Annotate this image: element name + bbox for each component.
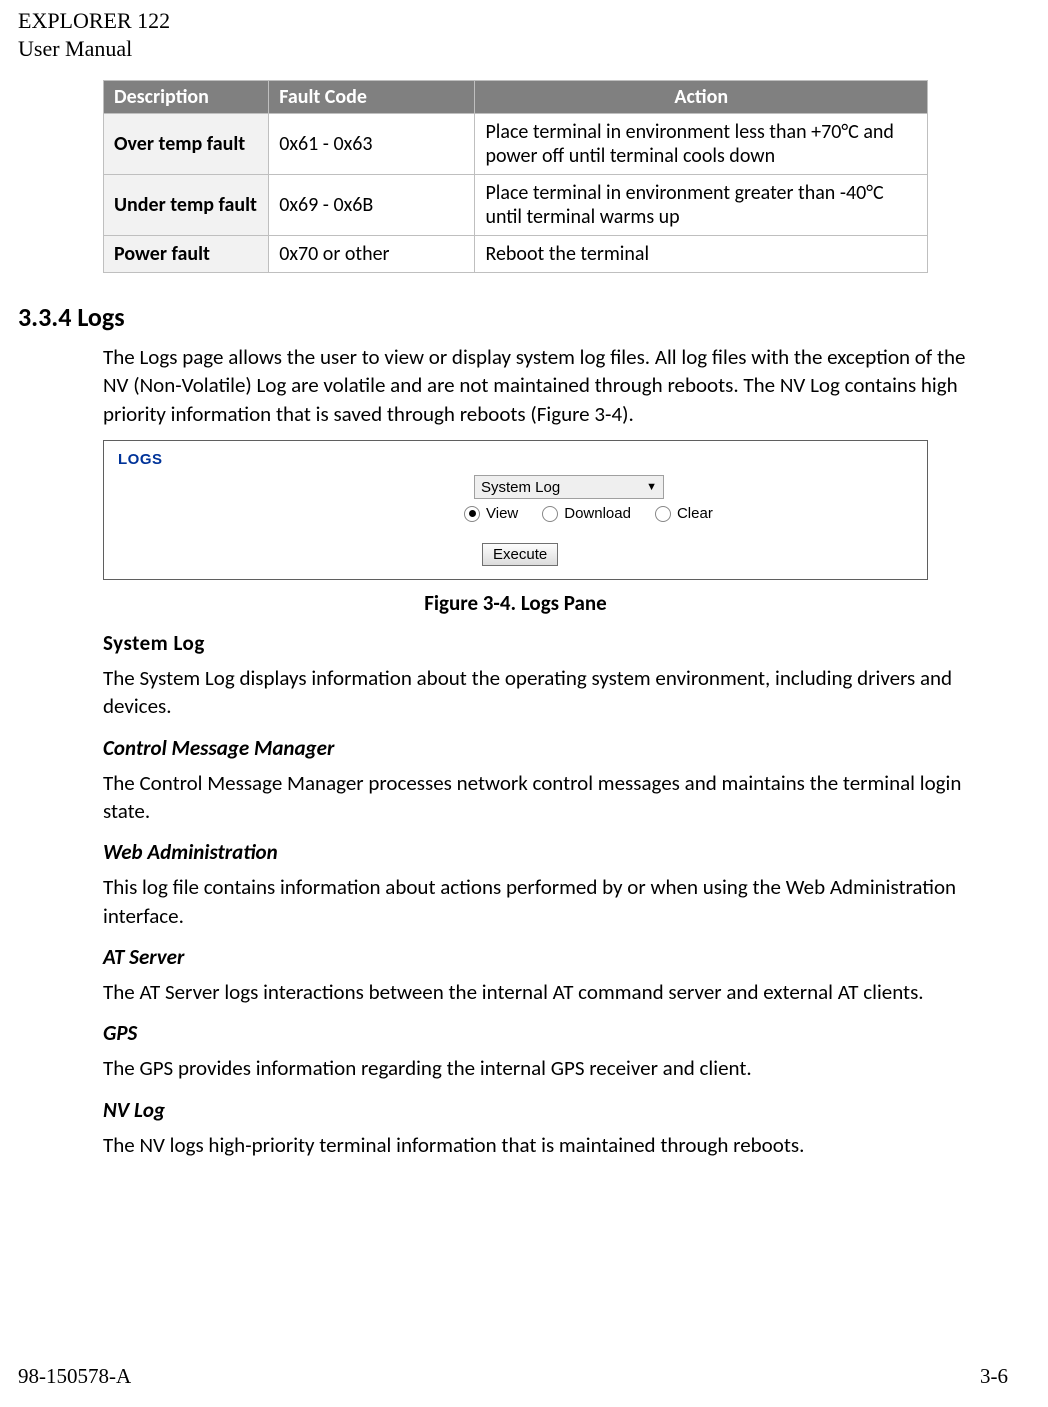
fault-table: Description Fault Code Action Over temp … (103, 80, 928, 273)
col-fault-code: Fault Code (269, 81, 475, 114)
radio-download-label: Download (564, 505, 631, 522)
cell-desc: Over temp fault (104, 114, 269, 175)
cell-action: Place terminal in environment less than … (475, 114, 928, 175)
body-nv-log: The NV logs high-priority terminal infor… (103, 1131, 988, 1159)
table-row: Under temp fault 0x69 - 0x6B Place termi… (104, 175, 928, 236)
table-row: Power fault 0x70 or other Reboot the ter… (104, 236, 928, 273)
radio-icon (464, 506, 480, 522)
radio-icon (542, 506, 558, 522)
logs-pane-screenshot: LOGS System Log ▼ View Download Clear (103, 440, 928, 580)
content-area: Description Fault Code Action Over temp … (103, 80, 988, 1159)
col-description: Description (104, 81, 269, 114)
section-heading-logs: 3.3.4 Logs (18, 301, 988, 333)
heading-system-log: System Log (103, 630, 988, 656)
body-system-log: The System Log displays information abou… (103, 664, 988, 721)
body-cmm: The Control Message Manager processes ne… (103, 769, 988, 826)
radio-icon (655, 506, 671, 522)
cell-action: Reboot the terminal (475, 236, 928, 273)
radio-view[interactable]: View (464, 505, 518, 522)
radio-clear-label: Clear (677, 505, 713, 522)
header-product: EXPLORER 122 (18, 8, 1008, 34)
footer-doc-number: 98-150578-A (18, 1364, 131, 1389)
cell-desc: Under temp fault (104, 175, 269, 236)
execute-button[interactable]: Execute (482, 543, 558, 566)
figure-caption: Figure 3-4. Logs Pane (103, 590, 928, 616)
heading-gps: GPS (103, 1020, 988, 1046)
body-web-admin: This log file contains information about… (103, 873, 988, 930)
body-gps: The GPS provides information regarding t… (103, 1054, 988, 1082)
section-number: 3.3.4 (18, 301, 71, 333)
page-footer: 98-150578-A 3-6 (18, 1364, 1008, 1389)
cell-code: 0x70 or other (269, 236, 475, 273)
radio-clear[interactable]: Clear (655, 505, 713, 522)
header-doc-type: User Manual (18, 36, 1008, 62)
radio-download[interactable]: Download (542, 505, 631, 522)
cell-action: Place terminal in environment greater th… (475, 175, 928, 236)
heading-at-server: AT Server (103, 944, 988, 970)
col-action: Action (475, 81, 928, 114)
table-row: Over temp fault 0x61 - 0x63 Place termin… (104, 114, 928, 175)
cell-code: 0x61 - 0x63 (269, 114, 475, 175)
execute-button-wrap: Execute (482, 543, 558, 566)
heading-web-admin: Web Administration (103, 839, 988, 865)
page: EXPLORER 122 User Manual Description Fau… (0, 0, 1048, 1407)
section-intro: The Logs page allows the user to view or… (103, 343, 988, 428)
cell-code: 0x69 - 0x6B (269, 175, 475, 236)
footer-page-number: 3-6 (980, 1364, 1008, 1389)
heading-nv-log: NV Log (103, 1097, 988, 1123)
radio-view-label: View (486, 505, 518, 522)
table-header-row: Description Fault Code Action (104, 81, 928, 114)
log-type-select-value: System Log (481, 479, 560, 496)
section-title: Logs (77, 301, 124, 333)
heading-cmm: Control Message Manager (103, 735, 988, 761)
log-type-select[interactable]: System Log ▼ (474, 475, 664, 499)
chevron-down-icon: ▼ (646, 481, 657, 493)
cell-desc: Power fault (104, 236, 269, 273)
log-action-radios: View Download Clear (464, 505, 713, 522)
logs-panel-title: LOGS (118, 451, 163, 468)
body-at-server: The AT Server logs interactions between … (103, 978, 988, 1006)
